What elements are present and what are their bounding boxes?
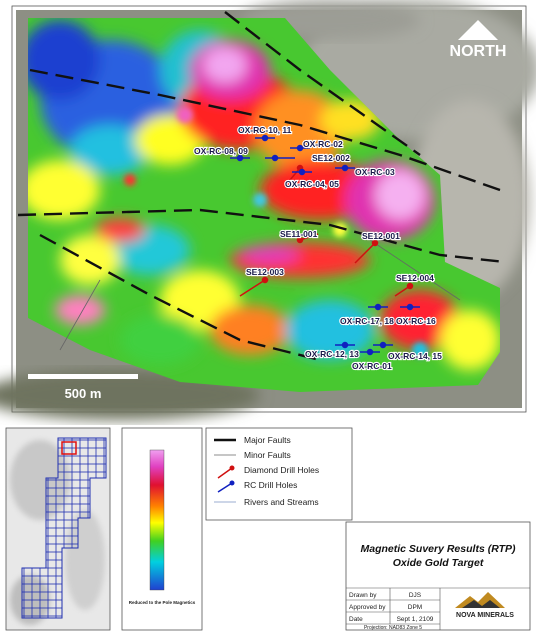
map-shape — [120, 315, 200, 365]
drill-label: OX-RC-01 — [352, 361, 392, 371]
legend-swatch — [217, 482, 233, 493]
map-shape — [224, 11, 421, 156]
rc-drill-holes — [230, 134, 420, 356]
scale-label: 500 m — [65, 386, 102, 401]
map-shape — [149, 449, 165, 591]
drill-label: OX-RC-10, 11 — [238, 125, 292, 135]
map-shape — [296, 144, 304, 152]
projection: Projection: NAD83 Zone 5 — [364, 625, 422, 631]
map-shape — [354, 242, 376, 264]
map-shape — [239, 279, 266, 297]
legend-swatch — [229, 480, 235, 486]
map-shape — [29, 68, 501, 192]
map-shape — [59, 279, 101, 351]
map-shape — [177, 107, 193, 123]
map-shape — [379, 341, 387, 349]
map-shape — [21, 437, 107, 619]
map-shape — [240, 247, 300, 263]
drill-label: OX-RC-17, 18 — [340, 316, 394, 326]
logo-text: NOVA MINERALS — [456, 612, 514, 619]
map-shape — [28, 160, 100, 220]
map-shape — [412, 342, 428, 358]
map-shape — [296, 236, 304, 244]
colorbar: Reduced to the Pole Magnetics — [121, 427, 203, 631]
map-shape — [205, 427, 353, 521]
field-value: Sept 1, 2109 — [397, 616, 434, 623]
map-shape — [375, 170, 425, 220]
map-shape — [124, 107, 428, 358]
field-label: Drawn by — [349, 592, 377, 599]
field-label: Approved by — [349, 604, 386, 611]
field-value: DPM — [408, 604, 422, 611]
map-shape — [341, 164, 349, 172]
drill-label: OX-RC-03 — [355, 167, 395, 177]
drill-label: SE12-004 — [396, 273, 434, 283]
map-shape — [406, 303, 414, 311]
legend-swatch — [217, 467, 233, 479]
map-shape — [366, 348, 374, 356]
map-shape — [61, 441, 77, 455]
map-shape — [28, 20, 500, 370]
map-shape — [253, 193, 267, 207]
map-shape — [17, 208, 506, 264]
map-shape — [261, 276, 269, 284]
map-shape — [55, 295, 105, 325]
drill-label: OX-RC-04, 05 — [285, 179, 339, 189]
map-shape — [95, 218, 145, 242]
map-shape — [341, 341, 349, 349]
map-shape — [203, 47, 247, 83]
legend-swatch — [229, 465, 235, 471]
map-shape — [60, 235, 120, 285]
minor-faults — [59, 239, 461, 351]
map-shape — [298, 168, 306, 176]
diamond-drill-holes — [239, 164, 414, 297]
map-shape — [28, 20, 100, 100]
drill-label: SE11-001 — [280, 229, 318, 239]
logo-mark — [462, 600, 500, 608]
drill-label: SE12-003 — [246, 267, 284, 277]
map-shape — [320, 100, 380, 140]
drill-label: OX-RC-14, 15 — [388, 351, 442, 361]
map-shape — [440, 310, 500, 370]
map-shape — [210, 305, 290, 355]
title-block: Magnetic Suvery Results (RTP) Oxide Gold… — [345, 521, 531, 631]
legend-label: RC Drill Holes — [244, 480, 297, 490]
drill-label: OX-RC-08, 09 — [194, 146, 248, 156]
drill-label: SE12-001 — [362, 231, 400, 241]
map-shape — [70, 125, 150, 175]
colorbar-caption: Reduced to the Pole Magnetics — [129, 600, 196, 605]
map-shape — [124, 174, 136, 186]
map-shape — [406, 282, 414, 290]
map-shape — [261, 134, 269, 142]
map-shape — [271, 154, 279, 162]
subtitle: Oxide Gold Target — [393, 557, 484, 569]
map-shape — [380, 290, 460, 350]
north-label: NORTH — [450, 43, 507, 60]
legend: Major Faults Minor Faults Diamond Drill … — [205, 427, 353, 521]
drill-label: OX-RC-12, 13 — [305, 349, 359, 359]
field-value: DJS — [409, 592, 422, 599]
drill-label: SE12-002 — [312, 153, 350, 163]
legend-label: Major Faults — [244, 435, 291, 445]
map-shape — [236, 154, 244, 162]
scale-bar — [28, 374, 138, 379]
drill-labels: OX-RC-10, 11 OX-RC-08, 09 OX-RC-02 SE12-… — [193, 124, 443, 372]
title: Magnetic Suvery Results (RTP) — [360, 543, 516, 555]
drill-label: OX-RC-16 — [396, 316, 436, 326]
major-faults — [17, 11, 506, 362]
map-shape — [369, 239, 461, 301]
north-arrow — [458, 20, 498, 40]
location-inset — [5, 427, 111, 631]
legend-label: Minor Faults — [244, 450, 291, 460]
map-shape — [371, 239, 379, 247]
map-shape — [255, 90, 345, 170]
drill-label: OX-RC-02 — [303, 139, 343, 149]
legend-label: Diamond Drill Holes — [244, 465, 319, 475]
field-label: Date — [349, 616, 363, 623]
legend-label: Rivers and Streams — [244, 497, 319, 507]
map-shape — [39, 233, 321, 362]
map-shape — [374, 303, 382, 311]
